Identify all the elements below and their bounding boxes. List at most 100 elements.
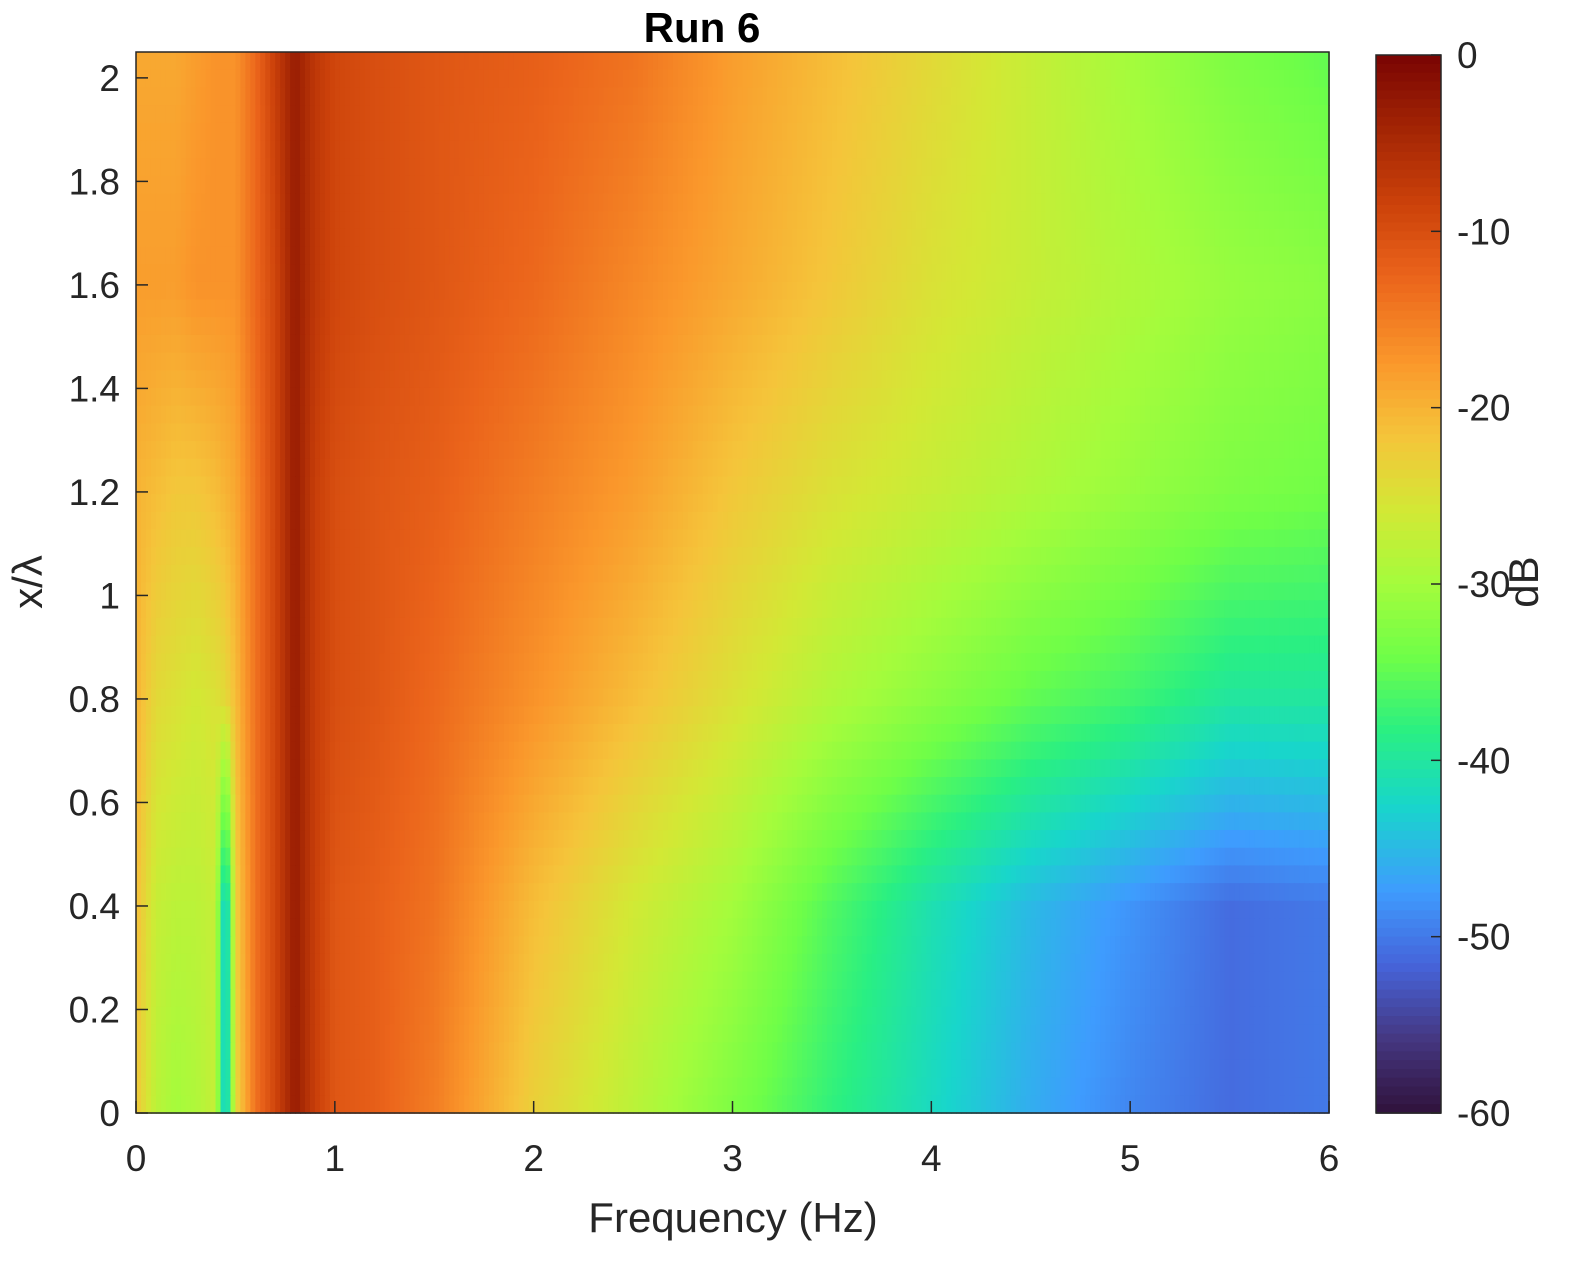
heatmap-cell xyxy=(220,105,227,124)
heatmap-cell xyxy=(613,299,619,319)
heatmap-cell xyxy=(379,281,386,301)
heatmap-cell xyxy=(1239,211,1246,230)
heatmap-cell xyxy=(981,317,987,336)
heatmap-cell xyxy=(1234,228,1241,248)
heatmap-cell xyxy=(807,69,813,89)
heatmap-cell xyxy=(613,87,619,106)
heatmap-cell xyxy=(1234,370,1241,389)
heatmap-cell xyxy=(697,246,704,265)
heatmap-cell xyxy=(881,228,888,248)
heatmap-cell xyxy=(956,52,962,71)
heatmap-cell xyxy=(230,246,237,265)
heatmap-cell xyxy=(966,370,972,389)
heatmap-cell xyxy=(1274,387,1281,407)
heatmap-cell xyxy=(1299,193,1305,212)
heatmap-cell xyxy=(1204,175,1211,195)
heatmap-cell xyxy=(797,211,803,230)
heatmap-cell xyxy=(1224,228,1231,248)
heatmap-cell xyxy=(1209,228,1216,248)
heatmap-cell xyxy=(841,211,848,230)
heatmap-cell xyxy=(807,193,813,212)
heatmap-cell xyxy=(334,211,341,230)
heatmap-cell xyxy=(454,175,460,195)
heatmap-cell xyxy=(339,87,346,106)
heatmap-cell xyxy=(836,299,843,319)
heatmap-cell xyxy=(1030,87,1037,106)
heatmap-cell xyxy=(240,69,247,89)
heatmap-cell xyxy=(464,122,470,142)
heatmap-cell xyxy=(155,387,162,407)
heatmap-cell xyxy=(722,228,729,248)
heatmap-cell xyxy=(1279,246,1286,265)
heatmap-cell xyxy=(260,158,267,177)
heatmap-cell xyxy=(712,105,719,124)
heatmap-cell xyxy=(1115,370,1122,389)
heatmap-cell xyxy=(817,387,823,407)
heatmap-cell xyxy=(165,87,172,106)
heatmap-cell xyxy=(513,370,520,389)
heatmap-cell xyxy=(727,193,734,212)
heatmap-cell xyxy=(324,69,331,89)
heatmap-cell xyxy=(941,281,948,301)
heatmap-cell xyxy=(1254,175,1261,195)
heatmap-cell xyxy=(359,52,366,71)
heatmap-cell xyxy=(1155,317,1161,336)
heatmap-cell xyxy=(707,317,714,336)
heatmap-cell xyxy=(593,87,600,106)
heatmap-cell xyxy=(792,193,798,212)
heatmap-cell xyxy=(469,317,475,336)
heatmap-cell xyxy=(767,334,774,354)
heatmap-cell xyxy=(1045,228,1052,248)
heatmap-cell xyxy=(300,299,306,319)
heatmap-cell xyxy=(1289,317,1295,336)
heatmap-cell xyxy=(727,158,734,177)
heatmap-cell xyxy=(1249,246,1256,265)
heatmap-cell xyxy=(1209,264,1216,283)
heatmap-cell xyxy=(354,317,361,336)
heatmap-cell xyxy=(175,370,182,389)
heatmap-cell xyxy=(1324,158,1330,177)
heatmap-cell xyxy=(841,264,848,283)
heatmap-cell xyxy=(1105,69,1112,89)
heatmap-cell xyxy=(995,69,1002,89)
heatmap-cell xyxy=(225,158,232,177)
heatmap-cell xyxy=(986,281,992,301)
heatmap-cell xyxy=(1324,299,1330,319)
heatmap-cell xyxy=(389,370,396,389)
heatmap-cell xyxy=(305,105,311,124)
heatmap-cell xyxy=(518,370,525,389)
heatmap-cell xyxy=(1309,69,1315,89)
heatmap-cell xyxy=(1324,69,1330,89)
heatmap-cell xyxy=(538,264,545,283)
heatmap-cell xyxy=(1040,299,1047,319)
heatmap-cell xyxy=(290,122,296,142)
heatmap-cell xyxy=(140,334,147,354)
heatmap-cell xyxy=(747,281,754,301)
heatmap-cell xyxy=(558,246,565,265)
heatmap-cell xyxy=(717,69,724,89)
heatmap-cell xyxy=(652,352,659,372)
heatmap-cell xyxy=(826,352,833,372)
heatmap-cell xyxy=(667,317,674,336)
heatmap-cell xyxy=(702,405,709,425)
heatmap-cell xyxy=(608,387,614,407)
heatmap-cell xyxy=(1174,105,1181,124)
heatmap-cell xyxy=(702,317,709,336)
heatmap-cell xyxy=(712,193,719,212)
heatmap-cell xyxy=(1105,140,1112,159)
heatmap-cell xyxy=(1194,370,1201,389)
heatmap-cell xyxy=(1234,387,1241,407)
heatmap-cell xyxy=(493,334,500,354)
heatmap-cell xyxy=(717,246,724,265)
heatmap-cell xyxy=(1229,264,1236,283)
heatmap-cell xyxy=(1015,193,1022,212)
heatmap-cell xyxy=(777,211,784,230)
heatmap-cell xyxy=(608,228,614,248)
heatmap-cell xyxy=(1179,246,1186,265)
heatmap-cell xyxy=(563,105,570,124)
heatmap-cell xyxy=(697,158,704,177)
heatmap-cell xyxy=(593,352,600,372)
heatmap-cell xyxy=(1159,387,1166,407)
heatmap-cell xyxy=(1060,175,1067,195)
heatmap-cell xyxy=(1015,211,1022,230)
